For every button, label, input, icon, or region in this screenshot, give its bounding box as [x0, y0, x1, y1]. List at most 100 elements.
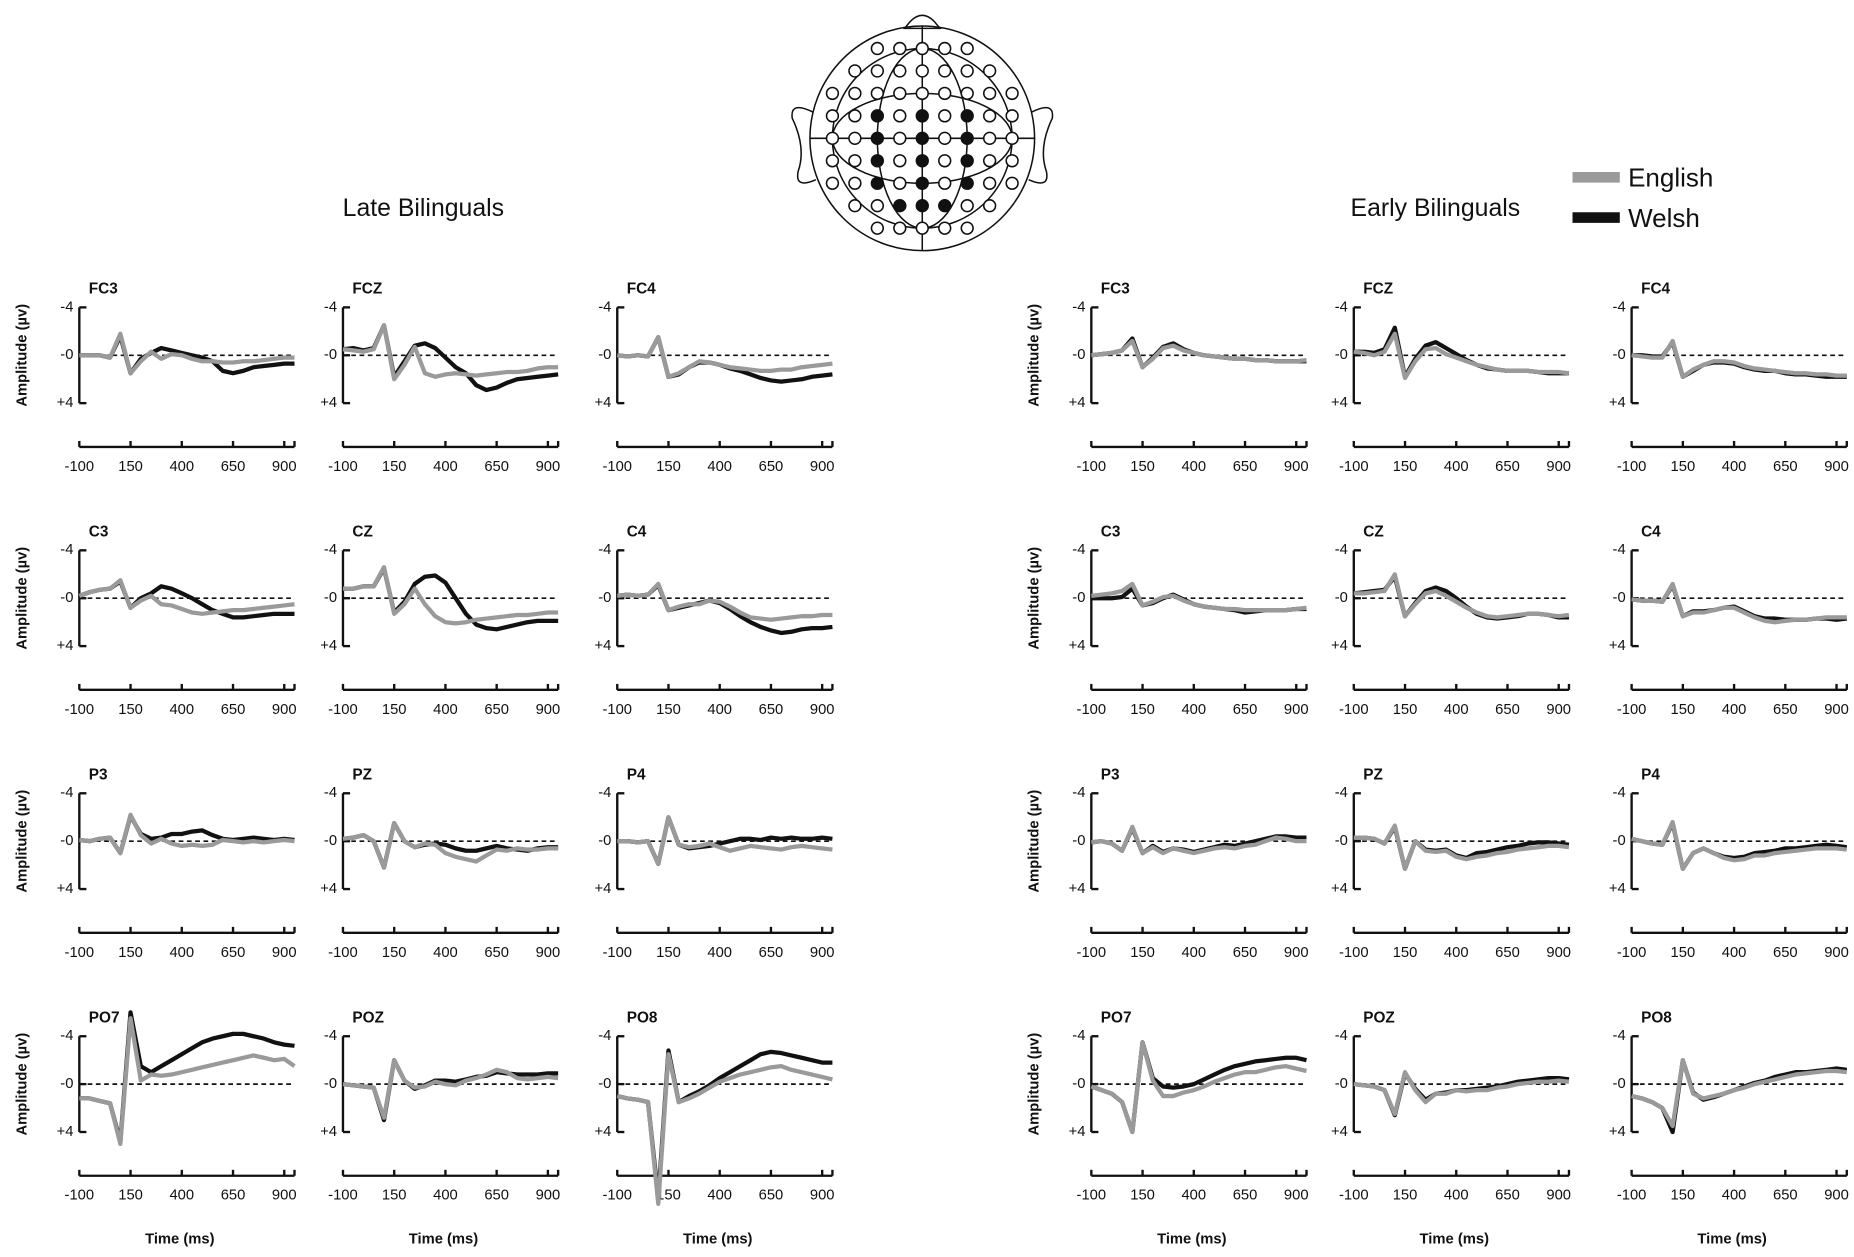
x-tick-label: -100	[1339, 702, 1369, 718]
panel-title: POZ	[1363, 1010, 1395, 1027]
x-tick-label: 650	[1773, 945, 1798, 961]
x-tick-label: 400	[1181, 702, 1206, 718]
x-tick-label: 400	[169, 1188, 194, 1204]
y-tick-label: -4	[598, 542, 611, 558]
x-tick-label: 900	[810, 1188, 835, 1204]
y-tick-label: -4	[598, 785, 611, 801]
y-tick-label: +4	[57, 395, 74, 411]
electrode	[960, 109, 974, 123]
panel-title: FC4	[1641, 281, 1670, 298]
x-tick-label: 400	[1181, 945, 1206, 961]
y-tick-label: +4	[1069, 1124, 1086, 1140]
x-tick-label: 650	[1495, 702, 1520, 718]
panel-title: FC4	[627, 281, 656, 298]
x-axis-label: Time (ms)	[1157, 1231, 1227, 1247]
x-tick-label: 650	[759, 1188, 784, 1204]
panel-title: PZ	[1363, 767, 1383, 784]
x-tick-label: -100	[65, 459, 95, 475]
x-tick-label: 400	[707, 945, 732, 961]
x-tick-label: 900	[1546, 1188, 1571, 1204]
electrode	[960, 154, 974, 168]
electrode	[915, 199, 929, 213]
x-tick-label: 900	[810, 702, 835, 718]
x-tick-label: 150	[382, 1188, 407, 1204]
x-axis-label: Time (ms)	[145, 1231, 215, 1247]
x-tick-label: 650	[759, 459, 784, 475]
panel-title: POZ	[352, 1010, 384, 1027]
x-tick-label: -100	[65, 1188, 95, 1204]
erp-line	[79, 812, 295, 856]
right-ear	[1028, 106, 1054, 184]
y-tick-label: -0	[1613, 347, 1626, 363]
x-tick-label: 150	[1130, 459, 1155, 475]
erp-line	[616, 1052, 833, 1207]
electrode	[915, 154, 929, 168]
y-tick-label: +4	[320, 1124, 337, 1140]
electrode	[848, 176, 862, 190]
panel-title: FCZ	[352, 281, 382, 298]
erp-line	[617, 335, 833, 379]
y-tick-label: -0	[1335, 347, 1348, 363]
x-tick-label: -100	[328, 1188, 358, 1204]
x-tick-label: 900	[272, 945, 297, 961]
panel-title: PO8	[1641, 1010, 1672, 1027]
erp-line	[1091, 338, 1307, 370]
electrode	[982, 109, 997, 123]
x-tick-label: 900	[1284, 1188, 1309, 1204]
x-tick-label: 400	[1444, 702, 1469, 718]
erp-line	[342, 323, 559, 382]
y-tick-label: +4	[1609, 881, 1626, 897]
x-tick-label: 900	[272, 702, 297, 718]
x-tick-label: -100	[1339, 459, 1369, 475]
electrode	[870, 109, 885, 123]
electrode	[893, 86, 907, 101]
y-tick-label: -4	[1335, 299, 1348, 315]
electrode	[893, 109, 907, 123]
x-tick-label: 400	[1181, 1188, 1206, 1204]
erp-line	[1353, 572, 1570, 620]
panel-title: FC3	[1101, 281, 1130, 298]
y-tick-label: -4	[1613, 542, 1626, 558]
x-tick-label: 900	[536, 702, 561, 718]
x-tick-label: 650	[1773, 702, 1798, 718]
electrode	[893, 64, 907, 78]
electrode	[982, 86, 997, 101]
electrode	[825, 109, 840, 123]
y-tick-label: -0	[60, 590, 73, 606]
x-tick-label: 150	[382, 702, 407, 718]
erp-line	[342, 564, 559, 626]
panel-title: C4	[627, 524, 647, 541]
x-tick-label: 650	[1495, 1188, 1520, 1204]
erp-line	[1353, 823, 1570, 871]
electrode	[960, 64, 974, 78]
x-tick-label: 400	[1444, 459, 1469, 475]
x-tick-label: -100	[1617, 1188, 1647, 1204]
y-tick-label: -0	[60, 347, 73, 363]
x-tick-label: 900	[272, 1188, 297, 1204]
electrode	[938, 64, 952, 78]
y-tick-label: -0	[1072, 1076, 1085, 1092]
x-tick-label: 150	[1130, 702, 1155, 718]
electrode	[982, 199, 997, 213]
x-tick-label: 650	[221, 459, 246, 475]
erp-line	[342, 821, 559, 870]
x-tick-label: -100	[1339, 945, 1369, 961]
y-tick-label: -0	[1335, 1076, 1348, 1092]
y-tick-label: -4	[1335, 1028, 1348, 1044]
x-tick-label: 900	[1284, 702, 1309, 718]
electrode	[960, 221, 974, 235]
x-tick-label: 650	[1495, 945, 1520, 961]
electrode	[915, 64, 929, 78]
electrode	[848, 199, 862, 213]
x-tick-label: 400	[707, 459, 732, 475]
x-tick-label: 650	[1233, 702, 1258, 718]
x-tick-label: 150	[1130, 1188, 1155, 1204]
y-axis-label: Amplitude (µv)	[14, 1033, 30, 1136]
x-tick-label: -100	[602, 459, 632, 475]
x-tick-label: 650	[484, 459, 509, 475]
erp-line	[1091, 824, 1307, 856]
y-tick-label: -0	[324, 1076, 337, 1092]
electrode	[825, 86, 840, 101]
x-tick-label: 650	[759, 702, 784, 718]
electrode	[960, 176, 974, 190]
